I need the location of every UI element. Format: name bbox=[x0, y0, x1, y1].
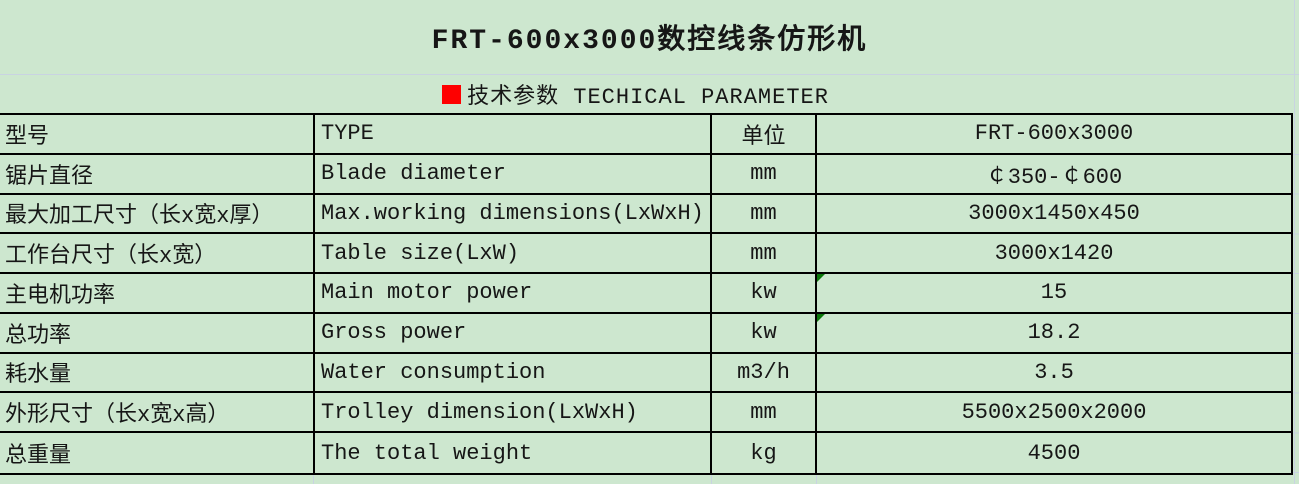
table-cell-text: TYPE bbox=[321, 121, 374, 147]
red-square-icon bbox=[442, 84, 462, 104]
table-cell-value[interactable]: 3000x1420 bbox=[817, 234, 1291, 275]
table-cell-text: Table size(LxW) bbox=[321, 240, 520, 266]
number-as-text-flag-icon bbox=[817, 313, 825, 322]
table-cell-text: kw bbox=[750, 320, 777, 346]
table-cell-cn[interactable]: 总重量 bbox=[0, 433, 315, 473]
table-cell-en[interactable]: The total weight bbox=[315, 433, 712, 473]
table-cell-text: 最大加工尺寸（长x宽x厚） bbox=[5, 204, 274, 230]
gridline-stub bbox=[711, 475, 712, 484]
table-cell-en[interactable]: Blade diameter bbox=[315, 154, 712, 195]
table-cell-text: Max.working dimensions(LxWxH) bbox=[321, 200, 704, 226]
table-cell-text: kw bbox=[750, 280, 777, 306]
table-cell-text: Gross power bbox=[321, 320, 467, 346]
table-cell-text: 15 bbox=[1040, 280, 1068, 306]
table-cell-text: mm bbox=[750, 399, 777, 425]
table-cell-en[interactable]: Gross power bbox=[315, 313, 712, 354]
table-cell-text: 3000x1420 bbox=[994, 240, 1114, 266]
table-cell-text: 外形尺寸（长x宽x高） bbox=[5, 403, 230, 429]
table-cell-cn[interactable]: 耗水量 bbox=[0, 353, 315, 394]
table-cell-text: 单位 bbox=[741, 124, 786, 150]
table-cell-text: 总重量 bbox=[5, 444, 72, 469]
technical-parameter-table: 型号 TYPE 单位 FRT-600x3000 锯片直径 Blade diameter mm… bbox=[0, 113, 1293, 475]
table-cell-value[interactable]: 5500x2500x2000 bbox=[817, 393, 1291, 434]
table-cell-text: 5500x2500x2000 bbox=[961, 399, 1147, 425]
table-cell-text: 18.2 bbox=[1027, 320, 1081, 346]
table-cell-text: ￠350-￠600 bbox=[985, 164, 1123, 190]
table-cell-unit[interactable]: mm bbox=[712, 154, 817, 195]
table-cell-text: Trolley dimension(LxWxH) bbox=[321, 399, 638, 425]
table-cell-en[interactable]: TYPE bbox=[315, 115, 712, 155]
table-cell-text: 锯片直径 bbox=[5, 164, 94, 190]
table-cell-text: 耗水量 bbox=[5, 363, 72, 389]
table-cell-unit[interactable]: kg bbox=[712, 433, 817, 473]
table-cell-text: 主电机功率 bbox=[5, 283, 116, 309]
table-cell-unit[interactable]: 单位 bbox=[712, 115, 817, 155]
table-cell-en[interactable]: Table size(LxW) bbox=[315, 234, 712, 275]
section-header: 技术参数 TECHICAL PARAMETER bbox=[0, 74, 1299, 114]
table-cell-unit[interactable]: mm bbox=[712, 194, 817, 235]
table-cell-text: 3000x1450x450 bbox=[968, 200, 1140, 226]
table-cell-cn[interactable]: 主电机功率 bbox=[0, 274, 315, 314]
table-cell-text: 总功率 bbox=[5, 323, 72, 349]
table-cell-value[interactable]: ￠350-￠600 bbox=[817, 155, 1291, 195]
table-cell-value[interactable]: 18.2 bbox=[817, 313, 1291, 354]
table-cell-text: mm bbox=[750, 161, 777, 187]
gridline-stub bbox=[816, 475, 817, 484]
table-cell-en[interactable]: Main motor power bbox=[315, 274, 712, 314]
table-cell-text: The total weight bbox=[321, 440, 533, 466]
gridline-horizontal bbox=[0, 74, 1299, 75]
page-title: FRT-600x3000数控线条仿形机 bbox=[0, 0, 1299, 74]
table-cell-text: Water consumption bbox=[321, 359, 546, 385]
table-cell-text: 型号 bbox=[5, 124, 50, 150]
table-cell-text: mm bbox=[750, 200, 777, 226]
table-cell-unit[interactable]: kw bbox=[712, 313, 817, 354]
table-cell-value[interactable]: 4500 bbox=[817, 433, 1291, 473]
table-cell-text: Blade diameter bbox=[321, 161, 506, 187]
table-cell-text: 3.5 bbox=[1034, 359, 1074, 385]
table-cell-unit[interactable]: mm bbox=[712, 234, 817, 275]
table-cell-text: kg bbox=[750, 440, 777, 466]
table-cell-en[interactable]: Trolley dimension(LxWxH) bbox=[315, 393, 712, 434]
table-cell-text: 工作台尺寸（长x宽） bbox=[5, 244, 217, 270]
table-cell-value[interactable]: 3000x1450x450 bbox=[817, 195, 1291, 235]
table-cell-unit[interactable]: mm bbox=[712, 393, 817, 434]
table-cell-value[interactable]: FRT-600x3000 bbox=[817, 115, 1291, 155]
section-header-label: 技术参数 TECHICAL PARAMETER bbox=[467, 85, 829, 110]
table-cell-en[interactable]: Max.working dimensions(LxWxH) bbox=[315, 194, 712, 235]
table-cell-value[interactable]: 15 bbox=[817, 274, 1291, 314]
gridline-stub bbox=[313, 475, 314, 484]
table-cell-cn[interactable]: 总功率 bbox=[0, 313, 315, 354]
table-cell-value[interactable]: 3.5 bbox=[817, 354, 1291, 394]
page-title-text: FRT-600x3000数控线条仿形机 bbox=[431, 26, 868, 57]
table-cell-cn[interactable]: 工作台尺寸（长x宽） bbox=[0, 234, 315, 275]
table-cell-unit[interactable]: m3/h bbox=[712, 353, 817, 394]
gridline-row-ticks bbox=[1292, 115, 1299, 475]
table-cell-text: 4500 bbox=[1027, 440, 1081, 466]
table-cell-en[interactable]: Water consumption bbox=[315, 353, 712, 394]
table-cell-cn[interactable]: 外形尺寸（长x宽x高） bbox=[0, 393, 315, 434]
number-as-text-flag-icon bbox=[817, 274, 825, 283]
table-cell-cn[interactable]: 锯片直径 bbox=[0, 154, 315, 195]
table-cell-unit[interactable]: kw bbox=[712, 274, 817, 314]
table-cell-text: FRT-600x3000 bbox=[974, 121, 1134, 147]
table-cell-cn[interactable]: 最大加工尺寸（长x宽x厚） bbox=[0, 194, 315, 235]
table-cell-cn[interactable]: 型号 bbox=[0, 115, 315, 155]
table-cell-text: Main motor power bbox=[321, 280, 533, 306]
table-cell-text: mm bbox=[750, 240, 777, 266]
table-cell-text: m3/h bbox=[737, 359, 790, 385]
